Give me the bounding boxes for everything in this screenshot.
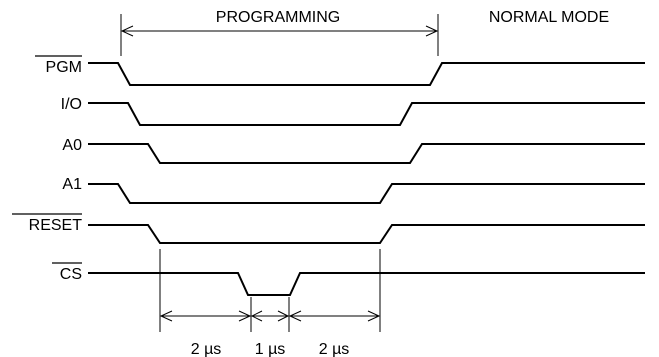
- a1-waveform: [88, 183, 645, 204]
- timing-arrow-1: [159, 310, 252, 322]
- programming-span-marker: [120, 14, 439, 56]
- timing-label-2: 1 µs: [255, 341, 286, 357]
- io-waveform: [88, 102, 645, 126]
- timing-label-1: 2 µs: [191, 341, 222, 357]
- signal-label-io: I/O: [61, 96, 82, 113]
- cs-waveform: [88, 272, 645, 296]
- reset-waveform: [88, 224, 645, 244]
- signal-label-cs: CS: [60, 266, 82, 283]
- timing-label-3: 2 µs: [319, 341, 350, 357]
- timing-arrow-2: [250, 310, 290, 322]
- a0-waveform: [88, 143, 645, 164]
- programming-label: PROGRAMMING: [216, 9, 340, 26]
- signal-label-reset: RESET: [29, 217, 83, 234]
- timing-reference-lines: [159, 249, 381, 332]
- normal-mode-label: NORMAL MODE: [489, 9, 609, 26]
- signal-label-a1: A1: [62, 176, 82, 193]
- timing-arrow-3: [288, 310, 381, 322]
- pgm-waveform: [88, 62, 645, 86]
- signal-label-pgm: PGM: [46, 59, 82, 76]
- signal-label-a0: A0: [62, 137, 82, 154]
